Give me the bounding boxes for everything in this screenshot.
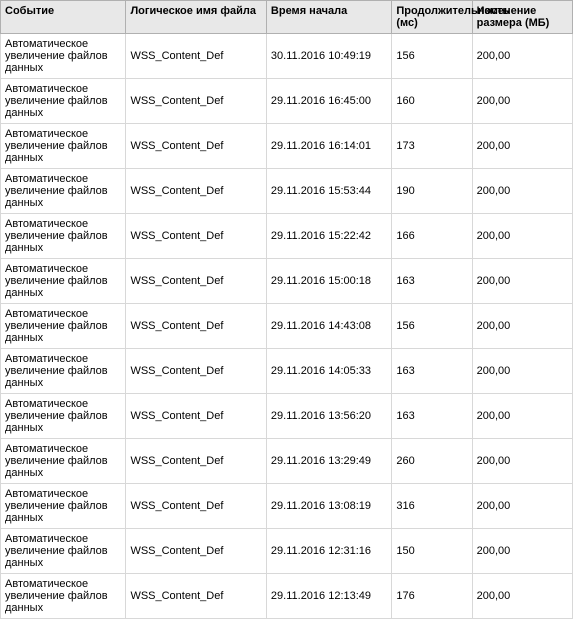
cell-event: Автоматическое увеличение файлов данных [1,574,126,619]
table-header: Событие Логическое имя файла Время начал… [1,1,573,34]
cell-size: 200,00 [472,304,572,349]
cell-file: WSS_Content_Def [126,124,266,169]
autogrow-events-table: Событие Логическое имя файла Время начал… [0,0,573,619]
col-header-size[interactable]: Изменение размера (МБ) [472,1,572,34]
cell-duration: 176 [392,574,472,619]
col-header-file[interactable]: Логическое имя файла [126,1,266,34]
cell-size: 200,00 [472,169,572,214]
table-row[interactable]: Автоматическое увеличение файлов данныхW… [1,484,573,529]
cell-size: 200,00 [472,574,572,619]
cell-duration: 156 [392,34,472,79]
cell-size: 200,00 [472,394,572,439]
cell-file: WSS_Content_Def [126,34,266,79]
cell-event: Автоматическое увеличение файлов данных [1,394,126,439]
cell-time: 29.11.2016 15:00:18 [266,259,391,304]
cell-duration: 163 [392,394,472,439]
cell-event: Автоматическое увеличение файлов данных [1,439,126,484]
cell-event: Автоматическое увеличение файлов данных [1,484,126,529]
cell-time: 29.11.2016 15:22:42 [266,214,391,259]
cell-event: Автоматическое увеличение файлов данных [1,169,126,214]
cell-size: 200,00 [472,439,572,484]
cell-duration: 156 [392,304,472,349]
cell-file: WSS_Content_Def [126,574,266,619]
cell-file: WSS_Content_Def [126,79,266,124]
cell-file: WSS_Content_Def [126,439,266,484]
col-header-event[interactable]: Событие [1,1,126,34]
table-row[interactable]: Автоматическое увеличение файлов данныхW… [1,214,573,259]
cell-time: 29.11.2016 16:45:00 [266,79,391,124]
cell-time: 30.11.2016 10:49:19 [266,34,391,79]
cell-time: 29.11.2016 15:53:44 [266,169,391,214]
cell-file: WSS_Content_Def [126,394,266,439]
cell-time: 29.11.2016 16:14:01 [266,124,391,169]
cell-file: WSS_Content_Def [126,349,266,394]
cell-file: WSS_Content_Def [126,169,266,214]
table-row[interactable]: Автоматическое увеличение файлов данныхW… [1,529,573,574]
col-header-duration[interactable]: Продолжительность (мс) [392,1,472,34]
cell-size: 200,00 [472,529,572,574]
table-body: Автоматическое увеличение файлов данныхW… [1,34,573,619]
cell-duration: 163 [392,349,472,394]
cell-duration: 150 [392,529,472,574]
cell-file: WSS_Content_Def [126,529,266,574]
cell-event: Автоматическое увеличение файлов данных [1,259,126,304]
cell-duration: 190 [392,169,472,214]
cell-duration: 160 [392,79,472,124]
cell-size: 200,00 [472,484,572,529]
cell-time: 29.11.2016 13:56:20 [266,394,391,439]
cell-event: Автоматическое увеличение файлов данных [1,79,126,124]
cell-duration: 173 [392,124,472,169]
cell-size: 200,00 [472,79,572,124]
table-row[interactable]: Автоматическое увеличение файлов данныхW… [1,349,573,394]
cell-time: 29.11.2016 14:05:33 [266,349,391,394]
cell-file: WSS_Content_Def [126,259,266,304]
table-row[interactable]: Автоматическое увеличение файлов данныхW… [1,394,573,439]
table-row[interactable]: Автоматическое увеличение файлов данныхW… [1,304,573,349]
cell-event: Автоматическое увеличение файлов данных [1,34,126,79]
cell-size: 200,00 [472,349,572,394]
cell-duration: 163 [392,259,472,304]
cell-time: 29.11.2016 12:13:49 [266,574,391,619]
cell-size: 200,00 [472,124,572,169]
table-row[interactable]: Автоматическое увеличение файлов данныхW… [1,34,573,79]
cell-size: 200,00 [472,214,572,259]
cell-duration: 316 [392,484,472,529]
table-row[interactable]: Автоматическое увеличение файлов данныхW… [1,79,573,124]
cell-time: 29.11.2016 13:29:49 [266,439,391,484]
cell-time: 29.11.2016 14:43:08 [266,304,391,349]
table-row[interactable]: Автоматическое увеличение файлов данныхW… [1,169,573,214]
table-row[interactable]: Автоматическое увеличение файлов данныхW… [1,124,573,169]
col-header-time[interactable]: Время начала [266,1,391,34]
cell-time: 29.11.2016 13:08:19 [266,484,391,529]
cell-size: 200,00 [472,34,572,79]
cell-duration: 260 [392,439,472,484]
cell-event: Автоматическое увеличение файлов данных [1,214,126,259]
table-row[interactable]: Автоматическое увеличение файлов данныхW… [1,574,573,619]
cell-file: WSS_Content_Def [126,484,266,529]
table-row[interactable]: Автоматическое увеличение файлов данныхW… [1,259,573,304]
cell-event: Автоматическое увеличение файлов данных [1,304,126,349]
cell-file: WSS_Content_Def [126,214,266,259]
cell-file: WSS_Content_Def [126,304,266,349]
table-row[interactable]: Автоматическое увеличение файлов данныхW… [1,439,573,484]
cell-duration: 166 [392,214,472,259]
cell-event: Автоматическое увеличение файлов данных [1,349,126,394]
cell-event: Автоматическое увеличение файлов данных [1,529,126,574]
cell-time: 29.11.2016 12:31:16 [266,529,391,574]
cell-event: Автоматическое увеличение файлов данных [1,124,126,169]
cell-size: 200,00 [472,259,572,304]
